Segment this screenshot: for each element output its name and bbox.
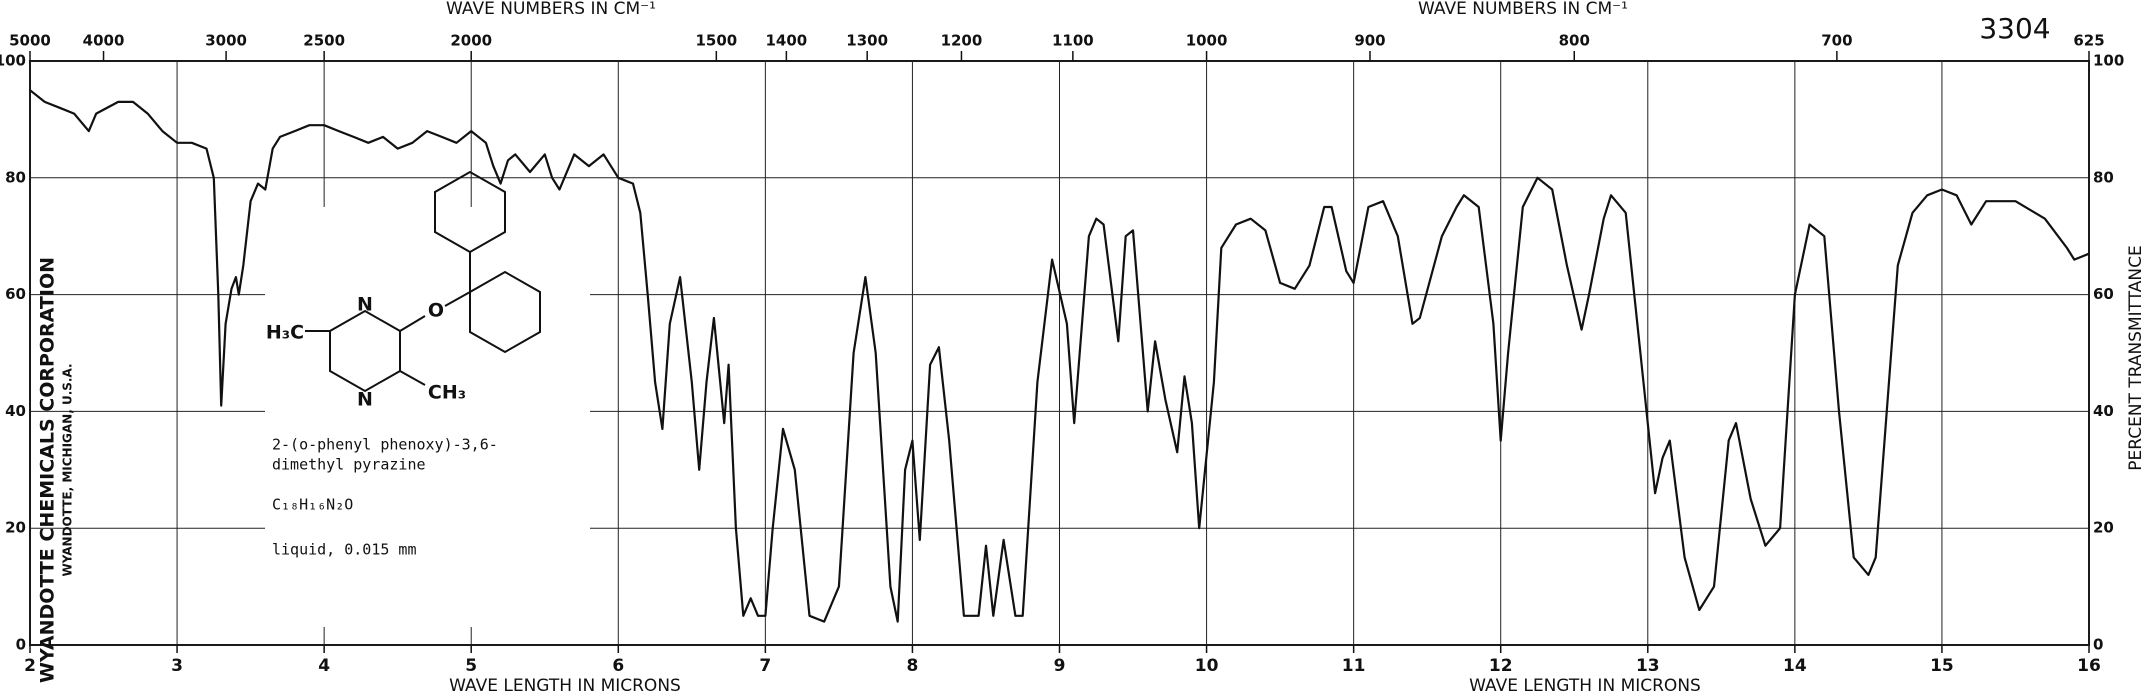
- x2-tick-label: 4000: [83, 32, 125, 50]
- x2-tick-label: 2500: [303, 32, 345, 50]
- x-tick-label: 4: [318, 656, 330, 676]
- y2-tick-label: 20: [2093, 519, 2114, 537]
- y-tick-label: 80: [5, 168, 26, 186]
- spectrum-line: [29, 89, 2090, 623]
- x2-tick-label: 1200: [941, 32, 983, 50]
- y2-tick-label: 0: [2093, 636, 2103, 654]
- x-tick-label: 16: [2077, 656, 2101, 676]
- x-tick-label: 8: [907, 656, 919, 676]
- formula: C₁₈H₁₆N₂O: [272, 496, 353, 514]
- x-tick-label: 15: [1930, 656, 1954, 676]
- y-tick-label: 0: [16, 636, 26, 654]
- structure: H₃C N N O CH₃: [266, 170, 541, 411]
- compound-name: dimethyl pyrazine: [272, 456, 426, 474]
- x-tick-label: 12: [1489, 656, 1513, 676]
- x2-tick-label: 1100: [1052, 32, 1094, 50]
- bond: [399, 315, 426, 332]
- x2-tick-label: 900: [1354, 32, 1385, 50]
- spectrum-number: 3304: [1979, 12, 2050, 45]
- x-tick-label: 9: [1054, 656, 1066, 676]
- x2-tick-label: 3000: [205, 32, 247, 50]
- phenyl-ring: [434, 170, 506, 254]
- maker-place: WYANDOTTE, MICHIGAN, U.S.A.: [61, 363, 75, 576]
- y-tick-label: 20: [5, 519, 26, 537]
- top-axis-label: WAVE NUMBERS IN CM⁻¹: [1418, 0, 1628, 19]
- x-tick-label: 13: [1636, 656, 1660, 676]
- inset-box: [265, 207, 590, 627]
- x-tick-label: 2: [24, 656, 36, 676]
- x-axis-label: WAVE LENGTH IN MICRONS: [449, 676, 681, 696]
- y-axis-label: PERCENT TRANSMITTANCE: [2126, 245, 2146, 471]
- top-axis-label: WAVE NUMBERS IN CM⁻¹: [446, 0, 656, 19]
- maker: WYANDOTTE CHEMICALS CORPORATION: [37, 257, 59, 683]
- y-tick-label: 40: [5, 402, 26, 420]
- x2-tick-label: 800: [1559, 32, 1590, 50]
- bond: [444, 291, 471, 307]
- atom-label: H₃C: [266, 322, 304, 344]
- x-tick-label: 10: [1195, 656, 1219, 676]
- x2-tick-label: 2000: [450, 32, 492, 50]
- x2-tick-label: 625: [2073, 32, 2104, 50]
- x-tick-label: 6: [612, 656, 624, 676]
- atom-label: CH₃: [428, 382, 466, 404]
- x-axis-label: WAVE LENGTH IN MICRONS: [1469, 676, 1701, 696]
- x2-tick-label: 1300: [846, 32, 888, 50]
- x2-tick-label: 5000: [9, 32, 51, 50]
- atom-label: O: [428, 300, 444, 322]
- atom-label: N: [357, 389, 373, 411]
- x-tick-label: 11: [1342, 656, 1366, 676]
- x2-tick-label: 700: [1821, 32, 1852, 50]
- y2-tick-label: 60: [2093, 285, 2114, 303]
- x2-tick-label: 1000: [1186, 32, 1228, 50]
- x-tick-label: 5: [465, 656, 477, 676]
- x-tick-label: 7: [759, 656, 771, 676]
- y2-tick-label: 100: [2093, 52, 2124, 70]
- x2-tick-label: 1400: [765, 32, 807, 50]
- x2-tick-label: 1500: [695, 32, 737, 50]
- compound-name: 2-(o-phenyl phenoxy)-3,6-: [272, 436, 498, 454]
- x-tick-label: 3: [171, 656, 183, 676]
- bond: [399, 370, 426, 386]
- phenoxy-ring: [469, 270, 541, 354]
- y-tick-label: 60: [5, 285, 26, 303]
- y2-tick-label: 80: [2093, 168, 2114, 186]
- sample: liquid, 0.015 mm: [272, 541, 417, 559]
- atom-label: N: [357, 294, 373, 316]
- y-tick-label: 100: [0, 52, 26, 70]
- y2-tick-label: 40: [2093, 402, 2114, 420]
- x-tick-label: 14: [1783, 656, 1807, 676]
